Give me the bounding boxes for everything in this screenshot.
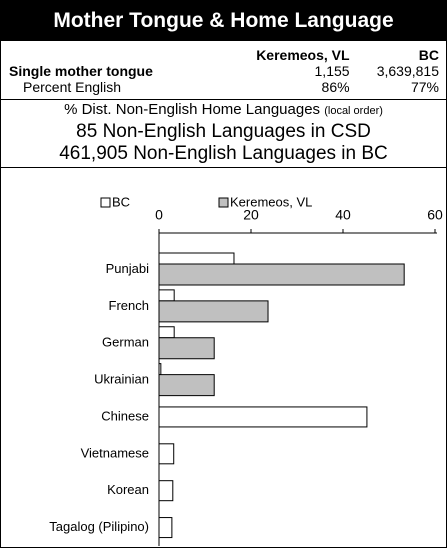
bar (158, 374, 215, 397)
column-header: Keremeos, VL (256, 47, 350, 63)
category-label: French (109, 298, 149, 313)
category-label: Tagalog (Pilipino) (49, 519, 149, 534)
legend-label: Keremeos, VL (230, 194, 312, 209)
legend-swatch (100, 197, 111, 208)
x-tick-label: 0 (155, 207, 163, 223)
info-line: % Dist. Non-English Home Languages (64, 101, 321, 118)
category-label: Korean (107, 482, 149, 497)
x-tick-label: 20 (243, 207, 259, 223)
bar (158, 289, 175, 302)
bar (158, 300, 269, 323)
cell: 1,155 (314, 63, 350, 79)
info: % Dist. Non-English Home Languages (loca… (1, 99, 446, 168)
title: Mother Tongue & Home Language (1, 1, 446, 41)
summary-table: Keremeos, VL BC Single mother tongue 1,155… (9, 47, 439, 95)
bar (158, 263, 405, 286)
legend-swatch (218, 197, 229, 208)
bar (158, 326, 175, 339)
bar (158, 252, 235, 265)
info-note: (local order) (324, 105, 383, 117)
info-line: 461,905 Non-English Languages in BC (59, 143, 388, 164)
bar (158, 517, 173, 539)
bar (158, 443, 175, 465)
category-label: Vietnamese (81, 445, 149, 460)
bar (158, 363, 162, 376)
category-label: German (102, 335, 149, 350)
legend-label: BC (112, 194, 130, 209)
cell: 3,639,815 (376, 63, 439, 79)
x-tick-label: 40 (335, 207, 351, 223)
column-header: BC (418, 47, 439, 63)
category-label: Ukrainian (94, 372, 149, 387)
bar (158, 480, 174, 502)
category-label: Chinese (101, 408, 149, 423)
row-label: Single mother tongue (9, 63, 153, 79)
info-line: 85 Non-English Languages in CSD (76, 121, 371, 142)
cell: 86% (321, 79, 350, 95)
cell: 77% (410, 79, 439, 95)
row-label: Percent English (23, 79, 122, 95)
x-tick-label: 60 (427, 207, 443, 223)
chart: BC Keremeos, VL 0 20 40 60 Punjabi French German… (49, 194, 443, 546)
category-label: Punjabi (106, 261, 149, 276)
bar (158, 337, 215, 360)
bar (158, 406, 368, 428)
